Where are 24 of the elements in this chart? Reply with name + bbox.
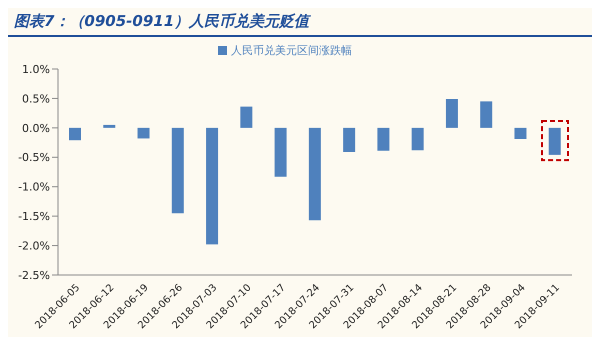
y-tick-label: -1.5%: [18, 210, 50, 224]
bar: [412, 128, 424, 150]
y-tick-label: 1.0%: [22, 62, 50, 76]
bar: [446, 99, 458, 128]
bar: [377, 128, 390, 151]
bar: [274, 128, 287, 177]
chart-title: 图表7：（0905-0911）人民币兑美元贬值: [8, 8, 592, 37]
bar: [308, 128, 321, 220]
bar: [69, 128, 81, 140]
y-tick-label: -0.5%: [18, 151, 50, 164]
bar: [103, 124, 116, 128]
bar: [480, 101, 492, 128]
bar: [240, 106, 252, 128]
y-tick-label: -1.0%: [18, 180, 50, 194]
y-tick-label: 0.5%: [22, 92, 50, 106]
legend-label: 人民币兑美元区间涨跌幅: [231, 44, 352, 57]
bar: [514, 128, 526, 140]
bar: [206, 128, 218, 244]
bar: [343, 128, 356, 152]
bar: [172, 128, 184, 214]
y-tick-label: -2.0%: [18, 239, 50, 252]
bar: [138, 128, 150, 138]
y-tick-label: -2.5%: [18, 268, 50, 282]
y-tick-label: 0.0%: [22, 122, 50, 135]
